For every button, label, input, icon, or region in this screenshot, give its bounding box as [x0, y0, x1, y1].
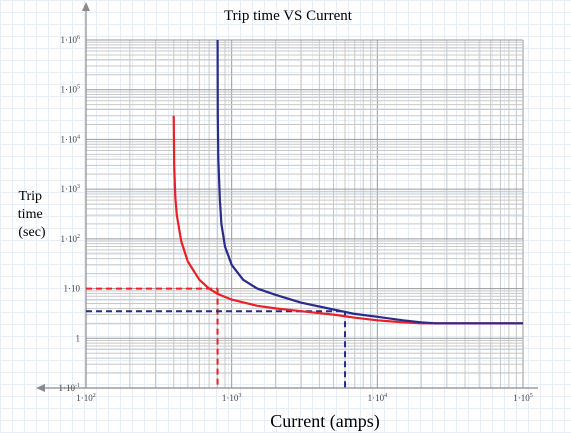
series-line-2	[216, 39, 523, 325]
y-tick-label: 1	[76, 333, 81, 343]
chart-title: Trip time VS Current	[224, 8, 353, 24]
y-tick-label: 1·103	[61, 184, 81, 194]
x-tick-label: 1·103	[222, 393, 242, 403]
gridlines	[85, 39, 524, 389]
y-tick-label: 1·105	[61, 85, 81, 95]
x-axis-arrow	[36, 384, 45, 392]
axes	[36, 2, 538, 392]
y-axis-label-line-2: time	[18, 207, 43, 222]
y-axis-label-line-1: Trip	[18, 189, 42, 204]
y-axis-arrow	[82, 2, 90, 11]
y-tick-label: 1·10	[64, 284, 81, 294]
series-line-1	[172, 115, 523, 325]
tick-labels: 1·102 1·103 1·104 1·105 1·10-1 1 1·10 1·102 1·10…	[59, 35, 533, 403]
y-tick-label: 1·104	[61, 134, 81, 144]
y-axis-label-line-3: (sec)	[18, 225, 46, 240]
x-tick-label: 1·104	[368, 393, 388, 403]
y-axis-label: Trip time (sec)	[18, 189, 46, 240]
x-axis-label: Current (amps)	[270, 411, 379, 432]
x-tick-label: 1·105	[513, 393, 533, 403]
y-tick-label: 1·102	[61, 234, 81, 244]
x-tick-label: 1·102	[76, 393, 96, 403]
series-group	[172, 39, 523, 325]
y-tick-label: 1·106	[61, 35, 81, 45]
y-tick-label: 1·10-1	[59, 383, 81, 393]
